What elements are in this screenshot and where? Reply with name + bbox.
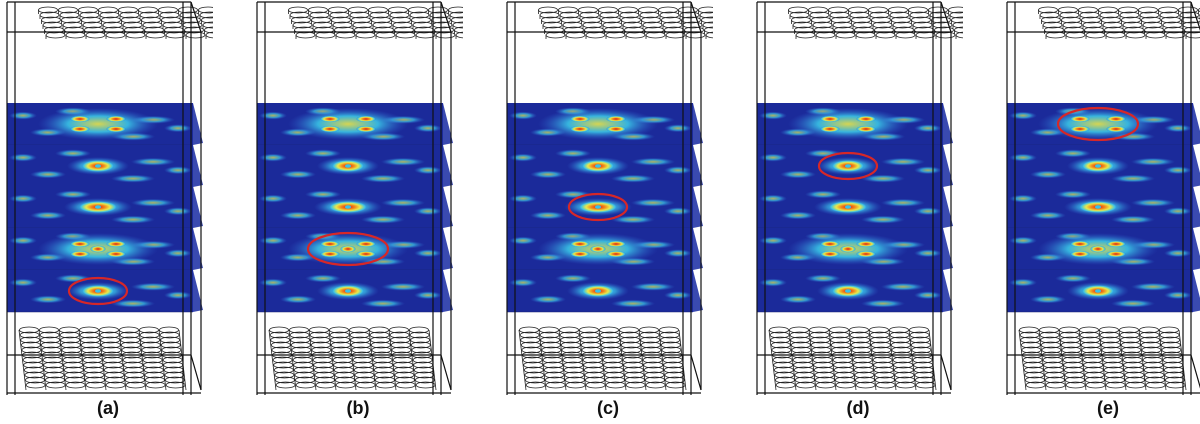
- bounding-box-frame: [756, 1, 952, 395]
- field-slice-layer-4: [507, 228, 703, 271]
- field-slice-layer-1: [7, 103, 203, 146]
- bottom-cylinder-array: [268, 326, 437, 391]
- top-cylinder-array: [288, 6, 463, 39]
- bottom-cylinder-array: [768, 326, 937, 391]
- field-slice-layer-3: [257, 186, 453, 229]
- panel-e: (e): [1003, 0, 1200, 424]
- field-slice-layer-3: [757, 186, 953, 229]
- field-slice-layer-5: [1007, 270, 1200, 313]
- layered-structure-diagram: [6, 1, 213, 395]
- field-slice-layer-5: [7, 270, 203, 313]
- panel-d: (d): [753, 0, 963, 424]
- highlight-ellipse: [306, 231, 390, 267]
- field-slice-layer-1: [507, 103, 703, 146]
- field-slice-layer-4: [757, 228, 953, 271]
- field-slice-layer-2: [1007, 145, 1200, 188]
- field-slice-layer-5: [507, 270, 703, 313]
- panel-label: (b): [346, 398, 370, 418]
- field-slice-layer-1: [757, 103, 953, 146]
- panel-label: (e): [1097, 398, 1119, 418]
- highlight-ellipse: [1056, 106, 1140, 142]
- layered-structure-diagram: [1006, 1, 1200, 395]
- layered-structure-diagram: [756, 1, 963, 395]
- bounding-box-frame: [256, 1, 452, 395]
- panel-b: (b): [253, 0, 463, 424]
- top-cylinder-array: [38, 6, 213, 39]
- field-slice-layer-4: [7, 228, 203, 271]
- bounding-box-frame: [6, 1, 202, 395]
- panel-c: (c): [503, 0, 713, 424]
- field-slice-layer-4: [257, 228, 453, 271]
- field-slice-layer-3: [7, 186, 203, 229]
- field-slice-layer-2: [507, 145, 703, 188]
- field-slice-layer-1: [257, 103, 453, 146]
- field-slice-layer-3: [1007, 186, 1200, 229]
- layered-structure-diagram: [506, 1, 713, 395]
- field-slice-layer-2: [7, 145, 203, 188]
- top-cylinder-array: [788, 6, 963, 39]
- bounding-box-frame: [506, 1, 702, 395]
- highlight-ellipse: [817, 151, 879, 181]
- bottom-cylinder-array: [1018, 326, 1187, 391]
- panel-label: (d): [846, 398, 870, 418]
- field-slice-layer-1: [1007, 103, 1200, 146]
- panel-label: (a): [97, 398, 119, 418]
- bounding-box-frame: [1006, 1, 1200, 395]
- panel-label: (c): [597, 398, 619, 418]
- panel-a: (a): [3, 0, 213, 424]
- bottom-cylinder-array: [518, 326, 687, 391]
- highlight-ellipse: [67, 276, 129, 306]
- field-slice-layer-2: [757, 145, 953, 188]
- field-slice-layer-4: [1007, 228, 1200, 271]
- top-cylinder-array: [1038, 6, 1200, 39]
- bottom-cylinder-array: [18, 326, 187, 391]
- field-slice-layer-5: [257, 270, 453, 313]
- layered-structure-diagram: [256, 1, 463, 395]
- field-slice-layer-2: [257, 145, 453, 188]
- field-slice-layer-3: [507, 186, 703, 229]
- highlight-ellipse: [567, 192, 629, 222]
- field-slice-layer-5: [757, 270, 953, 313]
- top-cylinder-array: [538, 6, 713, 39]
